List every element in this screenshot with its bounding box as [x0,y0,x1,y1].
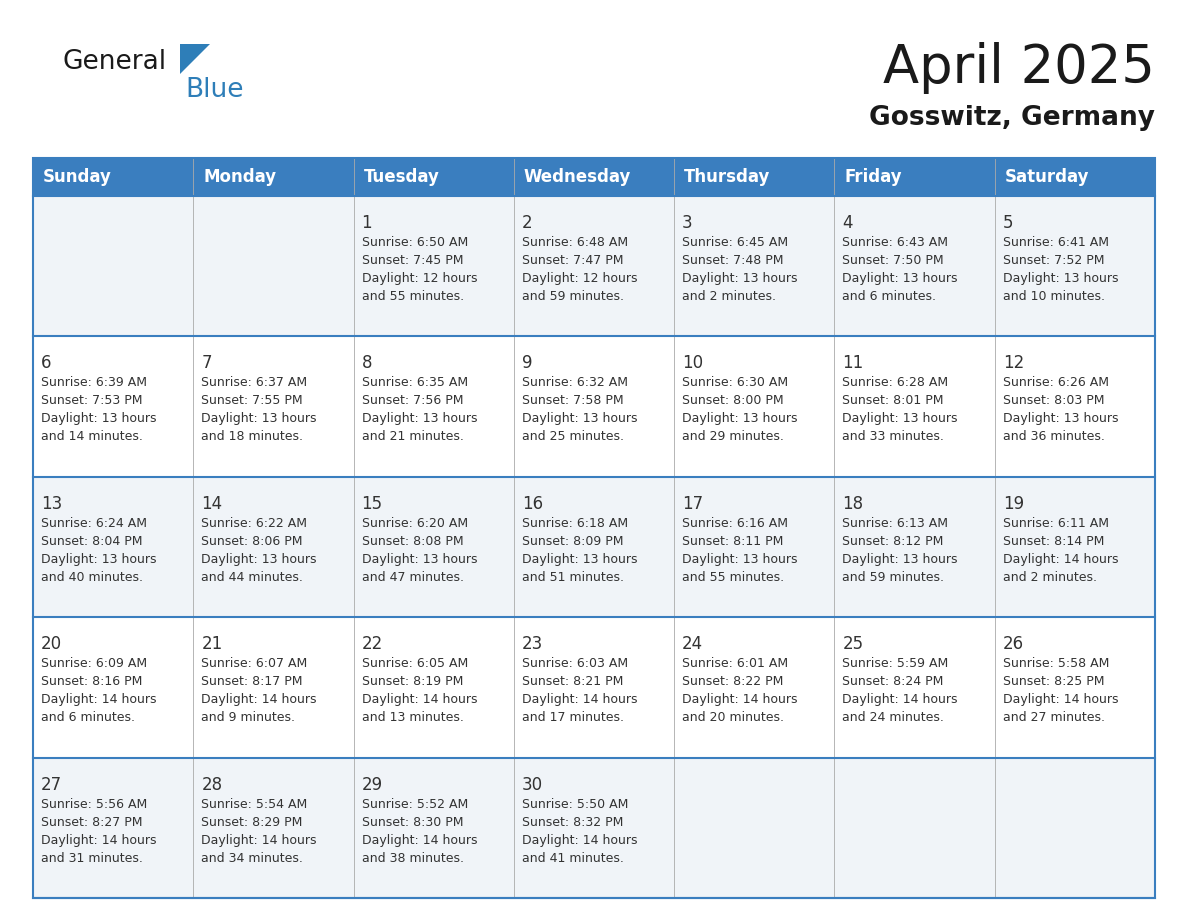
Text: Sunrise: 6:39 AM
Sunset: 7:53 PM
Daylight: 13 hours
and 14 minutes.: Sunrise: 6:39 AM Sunset: 7:53 PM Dayligh… [42,376,157,443]
Text: 4: 4 [842,214,853,232]
Text: General: General [62,49,166,75]
Text: Sunrise: 6:50 AM
Sunset: 7:45 PM
Daylight: 12 hours
and 55 minutes.: Sunrise: 6:50 AM Sunset: 7:45 PM Dayligh… [361,236,478,303]
Text: 27: 27 [42,776,62,793]
Bar [33,617,1155,757]
Text: 6: 6 [42,354,51,373]
Text: 19: 19 [1003,495,1024,513]
Text: Monday: Monday [203,168,277,186]
Text: 23: 23 [522,635,543,654]
Text: 1: 1 [361,214,372,232]
Text: Sunrise: 6:35 AM
Sunset: 7:56 PM
Daylight: 13 hours
and 21 minutes.: Sunrise: 6:35 AM Sunset: 7:56 PM Dayligh… [361,376,478,443]
Bar [33,336,1155,476]
Text: Sunrise: 6:48 AM
Sunset: 7:47 PM
Daylight: 12 hours
and 59 minutes.: Sunrise: 6:48 AM Sunset: 7:47 PM Dayligh… [522,236,637,303]
Text: 26: 26 [1003,635,1024,654]
Text: Sunrise: 6:41 AM
Sunset: 7:52 PM
Daylight: 13 hours
and 10 minutes.: Sunrise: 6:41 AM Sunset: 7:52 PM Dayligh… [1003,236,1118,303]
Text: 8: 8 [361,354,372,373]
Text: Sunrise: 6:26 AM
Sunset: 8:03 PM
Daylight: 13 hours
and 36 minutes.: Sunrise: 6:26 AM Sunset: 8:03 PM Dayligh… [1003,376,1118,443]
Text: 29: 29 [361,776,383,793]
Text: Saturday: Saturday [1005,168,1089,186]
Text: 25: 25 [842,635,864,654]
Text: 30: 30 [522,776,543,793]
Text: Sunrise: 5:52 AM
Sunset: 8:30 PM
Daylight: 14 hours
and 38 minutes.: Sunrise: 5:52 AM Sunset: 8:30 PM Dayligh… [361,798,478,865]
Text: Sunday: Sunday [43,168,112,186]
Text: 5: 5 [1003,214,1013,232]
Bar [33,476,1155,617]
Text: Sunrise: 6:18 AM
Sunset: 8:09 PM
Daylight: 13 hours
and 51 minutes.: Sunrise: 6:18 AM Sunset: 8:09 PM Dayligh… [522,517,637,584]
Text: 14: 14 [201,495,222,513]
Text: 13: 13 [42,495,62,513]
Text: Sunrise: 6:16 AM
Sunset: 8:11 PM
Daylight: 13 hours
and 55 minutes.: Sunrise: 6:16 AM Sunset: 8:11 PM Dayligh… [682,517,797,584]
Text: 16: 16 [522,495,543,513]
Text: Sunrise: 6:32 AM
Sunset: 7:58 PM
Daylight: 13 hours
and 25 minutes.: Sunrise: 6:32 AM Sunset: 7:58 PM Dayligh… [522,376,637,443]
Text: Sunrise: 6:20 AM
Sunset: 8:08 PM
Daylight: 13 hours
and 47 minutes.: Sunrise: 6:20 AM Sunset: 8:08 PM Dayligh… [361,517,478,584]
Text: Sunrise: 5:59 AM
Sunset: 8:24 PM
Daylight: 14 hours
and 24 minutes.: Sunrise: 5:59 AM Sunset: 8:24 PM Dayligh… [842,657,958,724]
Text: Thursday: Thursday [684,168,771,186]
Text: Sunrise: 5:54 AM
Sunset: 8:29 PM
Daylight: 14 hours
and 34 minutes.: Sunrise: 5:54 AM Sunset: 8:29 PM Dayligh… [201,798,317,865]
Text: Sunrise: 6:37 AM
Sunset: 7:55 PM
Daylight: 13 hours
and 18 minutes.: Sunrise: 6:37 AM Sunset: 7:55 PM Dayligh… [201,376,317,443]
Text: Tuesday: Tuesday [364,168,440,186]
Text: 18: 18 [842,495,864,513]
Text: Gosswitz, Germany: Gosswitz, Germany [868,105,1155,131]
Text: Friday: Friday [845,168,902,186]
Text: Sunrise: 6:01 AM
Sunset: 8:22 PM
Daylight: 14 hours
and 20 minutes.: Sunrise: 6:01 AM Sunset: 8:22 PM Dayligh… [682,657,797,724]
Bar [33,158,1155,196]
Text: Sunrise: 6:11 AM
Sunset: 8:14 PM
Daylight: 14 hours
and 2 minutes.: Sunrise: 6:11 AM Sunset: 8:14 PM Dayligh… [1003,517,1118,584]
Text: 17: 17 [682,495,703,513]
Text: Sunrise: 6:22 AM
Sunset: 8:06 PM
Daylight: 13 hours
and 44 minutes.: Sunrise: 6:22 AM Sunset: 8:06 PM Dayligh… [201,517,317,584]
Text: 3: 3 [682,214,693,232]
Text: Sunrise: 6:09 AM
Sunset: 8:16 PM
Daylight: 14 hours
and 6 minutes.: Sunrise: 6:09 AM Sunset: 8:16 PM Dayligh… [42,657,157,724]
Text: 11: 11 [842,354,864,373]
Text: 28: 28 [201,776,222,793]
Text: 22: 22 [361,635,383,654]
Text: Sunrise: 5:50 AM
Sunset: 8:32 PM
Daylight: 14 hours
and 41 minutes.: Sunrise: 5:50 AM Sunset: 8:32 PM Dayligh… [522,798,637,865]
Text: 7: 7 [201,354,211,373]
Bar [33,757,1155,898]
Bar [33,196,1155,336]
Text: Sunrise: 6:03 AM
Sunset: 8:21 PM
Daylight: 14 hours
and 17 minutes.: Sunrise: 6:03 AM Sunset: 8:21 PM Dayligh… [522,657,637,724]
Text: April 2025: April 2025 [883,42,1155,94]
Text: Sunrise: 6:28 AM
Sunset: 8:01 PM
Daylight: 13 hours
and 33 minutes.: Sunrise: 6:28 AM Sunset: 8:01 PM Dayligh… [842,376,958,443]
Text: Sunrise: 6:05 AM
Sunset: 8:19 PM
Daylight: 14 hours
and 13 minutes.: Sunrise: 6:05 AM Sunset: 8:19 PM Dayligh… [361,657,478,724]
Text: 20: 20 [42,635,62,654]
Text: 12: 12 [1003,354,1024,373]
Bar [33,158,1155,898]
Text: Sunrise: 6:30 AM
Sunset: 8:00 PM
Daylight: 13 hours
and 29 minutes.: Sunrise: 6:30 AM Sunset: 8:00 PM Dayligh… [682,376,797,443]
Text: Sunrise: 6:13 AM
Sunset: 8:12 PM
Daylight: 13 hours
and 59 minutes.: Sunrise: 6:13 AM Sunset: 8:12 PM Dayligh… [842,517,958,584]
Text: Sunrise: 6:24 AM
Sunset: 8:04 PM
Daylight: 13 hours
and 40 minutes.: Sunrise: 6:24 AM Sunset: 8:04 PM Dayligh… [42,517,157,584]
Text: Blue: Blue [185,77,244,103]
Text: 24: 24 [682,635,703,654]
Text: Sunrise: 5:56 AM
Sunset: 8:27 PM
Daylight: 14 hours
and 31 minutes.: Sunrise: 5:56 AM Sunset: 8:27 PM Dayligh… [42,798,157,865]
Text: 9: 9 [522,354,532,373]
Text: Sunrise: 6:45 AM
Sunset: 7:48 PM
Daylight: 13 hours
and 2 minutes.: Sunrise: 6:45 AM Sunset: 7:48 PM Dayligh… [682,236,797,303]
Text: Sunrise: 6:43 AM
Sunset: 7:50 PM
Daylight: 13 hours
and 6 minutes.: Sunrise: 6:43 AM Sunset: 7:50 PM Dayligh… [842,236,958,303]
Text: Sunrise: 6:07 AM
Sunset: 8:17 PM
Daylight: 14 hours
and 9 minutes.: Sunrise: 6:07 AM Sunset: 8:17 PM Dayligh… [201,657,317,724]
Text: Sunrise: 5:58 AM
Sunset: 8:25 PM
Daylight: 14 hours
and 27 minutes.: Sunrise: 5:58 AM Sunset: 8:25 PM Dayligh… [1003,657,1118,724]
Text: 2: 2 [522,214,532,232]
Text: 21: 21 [201,635,222,654]
Polygon shape [181,44,210,74]
Text: 10: 10 [682,354,703,373]
Text: Wednesday: Wednesday [524,168,631,186]
Text: 15: 15 [361,495,383,513]
